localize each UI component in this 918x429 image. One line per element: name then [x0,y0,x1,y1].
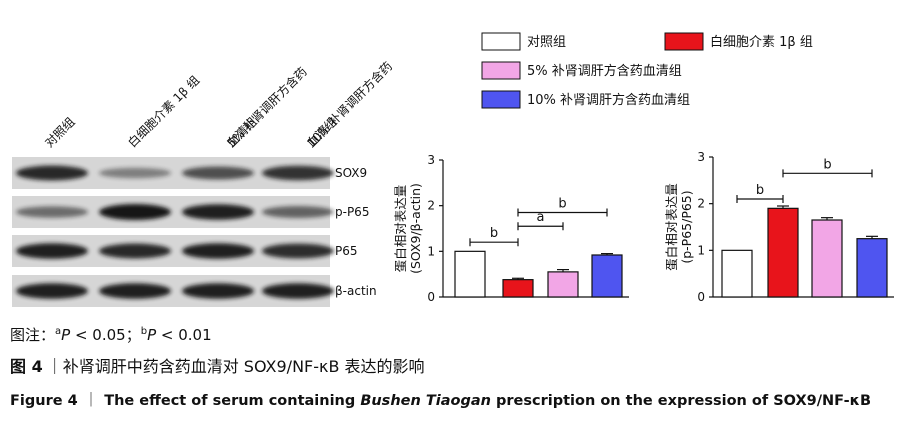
blot-band [262,206,334,218]
y-tick-label: 1 [697,243,705,257]
row-label: P65 [335,244,358,258]
significance-bracket [517,208,608,217]
blot-band [16,206,88,218]
significance-bracket [736,195,784,203]
blot-band [262,165,334,181]
significance-label: b [490,226,498,241]
legend-swatch [664,32,704,51]
error-bar [821,217,833,220]
note-sup: b [141,326,147,337]
y-tick-label: 3 [427,153,435,167]
y-axis-label: (SOX9/β-actin) [408,183,423,274]
title-label: Figure 4 [10,393,78,409]
note-p: P [61,326,71,344]
error-bar [512,277,524,280]
blot-band [16,243,88,259]
y-tick-label: 3 [697,150,705,164]
legend-label: 10% 补肾调肝方含药血清组 [527,92,690,108]
lane-label: 血清组 [304,115,339,150]
y-tick-label: 2 [427,199,435,213]
title-label: 图 4 [10,357,43,376]
legend-swatch [481,32,521,51]
legend-swatch [481,90,521,109]
blot-band [262,283,334,299]
title-text: prescription on the expression of SOX9/N… [491,393,871,409]
lane-label: 血清组 [224,115,259,150]
significance-bracket [517,222,564,231]
bar [591,254,623,298]
bar [721,249,753,298]
blot-band [262,243,334,259]
y-axis-label: (p-P65/P65) [679,190,694,263]
y-tick-label: 0 [697,290,705,304]
legend-label: 5% 补肾调肝方含药血清组 [527,63,682,79]
blot-band [99,204,171,220]
y-tick-label: 2 [697,197,705,211]
y-tick-label: 1 [427,244,435,258]
lane-label: 对照组 [42,115,77,150]
note-p: P [147,326,157,344]
error-bar [557,269,569,272]
row-label: β-actin [335,284,377,298]
bar [811,219,843,298]
significance-label: b [558,197,566,212]
y-axis-label: 蛋白相对表达量 [393,185,408,273]
row-label: SOX9 [335,166,367,180]
bar [547,271,579,298]
lane-label: 白细胞介素 1β 组 [125,72,203,150]
blot-band [16,165,88,181]
significance-bracket [469,238,519,247]
blot-band [182,283,254,299]
error-bar [866,235,878,239]
legend-label: 白细胞介素 1β 组 [710,34,813,50]
blot-band [99,283,171,299]
bar [856,238,888,298]
title-text: The effect of serum containing [104,393,360,409]
significance-label: b [756,183,764,198]
error-bar [777,205,789,209]
row-label: p-P65 [335,205,369,219]
title-cn: 图 4 ｜补肾调肝中药含药血清对 SOX9/NF-κB 表达的影响 [10,357,425,376]
title-italic: Bushen Tiaogan [360,393,491,409]
blot-band [99,167,171,179]
note: 图注：aP < 0.05；bP < 0.01 [10,326,212,344]
y-tick-label: 0 [427,290,435,304]
blot-band [99,243,171,259]
error-bar [601,253,613,255]
note-text: < 0.01 [156,326,212,344]
significance-label: a [537,210,545,225]
bar [502,279,534,298]
bar [767,207,799,298]
significance-bracket [782,169,873,178]
legend-swatch [481,61,521,80]
blot-band [182,204,254,220]
blot-band [16,283,88,299]
significance-label: b [823,157,831,172]
note-prefix: 图注： [10,326,55,344]
title-text: ｜补肾调肝中药含药血清对 SOX9/NF-κB 表达的影响 [47,357,425,376]
note-text: < 0.05； [70,326,141,344]
legend-label: 对照组 [527,35,566,50]
bar [454,250,486,298]
y-axis-label: 蛋白相对表达量 [664,183,679,271]
title-sep: ｜ [84,392,99,409]
blot-band [182,243,254,259]
note-sup: a [55,326,61,337]
title-en: Figure 4 ｜ The effect of serum containing … [10,392,871,409]
blot-band [182,166,254,180]
